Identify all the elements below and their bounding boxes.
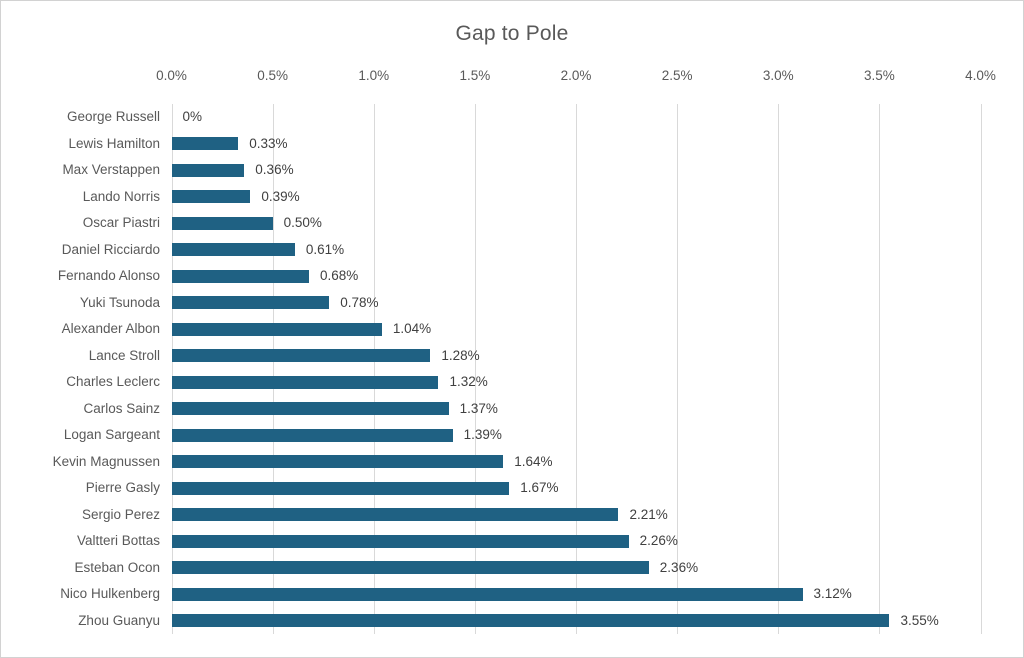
category-label: Lando Norris (82, 188, 160, 204)
x-axis-tick-label: 0.5% (257, 68, 289, 83)
gridline (272, 104, 274, 634)
bar (171, 402, 449, 416)
category-label: Charles Leclerc (66, 374, 160, 389)
value-label: 1.04% (392, 321, 432, 336)
value-label: 2.26% (639, 533, 678, 548)
bar (171, 375, 439, 389)
value-label: 2.21% (629, 506, 668, 522)
value-label: 1.37% (459, 400, 498, 416)
value-label: 0.50% (283, 215, 322, 230)
x-axis-tick-label: 0.0% (156, 68, 187, 83)
bar (171, 216, 273, 230)
bar (171, 296, 330, 310)
gridline (879, 104, 881, 634)
bar (171, 137, 239, 151)
gridline (171, 104, 173, 634)
gridline (576, 104, 577, 634)
value-label: 0.33% (249, 135, 288, 151)
value-label: 1.67% (520, 480, 559, 495)
category-label: Daniel Ricciardo (61, 241, 160, 257)
category-label: Valtteri Bottas (76, 533, 160, 548)
value-label: 0.61% (305, 241, 345, 257)
category-label: Esteban Ocon (74, 559, 160, 575)
bar (171, 428, 453, 442)
x-axis-tick-label: 4.0% (965, 68, 996, 83)
gridline (677, 104, 679, 634)
category-label: Zhou Guanyu (78, 612, 160, 628)
category-label: Fernando Alonso (57, 268, 160, 283)
x-axis-tick-label: 3.5% (863, 68, 895, 83)
value-label: 1.32% (449, 374, 488, 389)
bar (171, 243, 295, 257)
value-label: 3.55% (900, 612, 939, 628)
category-label: Pierre Gasly (85, 480, 160, 495)
x-axis-tick-label: 3.0% (762, 68, 794, 83)
category-label: Alexander Albon (61, 321, 160, 336)
bar (171, 455, 504, 469)
bar (171, 534, 629, 548)
bar (171, 322, 382, 336)
x-axis-tick-label: 1.5% (459, 68, 491, 83)
bar (171, 561, 649, 575)
category-label: Lewis Hamilton (68, 135, 160, 151)
category-label: George Russell (66, 109, 160, 124)
value-label: 0% (182, 109, 203, 124)
gridline (778, 104, 780, 634)
value-label: 1.64% (514, 453, 553, 469)
bar (171, 614, 890, 628)
bar (171, 269, 310, 283)
value-label: 3.12% (813, 586, 852, 601)
gridline (373, 104, 375, 634)
category-label: Carlos Sainz (83, 400, 160, 416)
bar (171, 190, 251, 204)
category-label: Sergio Perez (81, 506, 160, 522)
x-axis-tick-label: 1.0% (358, 68, 390, 83)
value-label: 0.39% (261, 188, 300, 204)
chart-title: Gap to Pole (455, 22, 569, 45)
x-axis-tick-label: 2.0% (560, 68, 592, 83)
bar (171, 508, 619, 522)
value-label: 1.28% (441, 347, 480, 363)
x-axis-tick-label: 2.5% (661, 68, 693, 83)
value-label: 0.68% (320, 268, 359, 283)
category-label: Kevin Magnussen (52, 453, 160, 469)
category-label: Yuki Tsunoda (79, 294, 160, 310)
category-label: Nico Hulkenberg (60, 586, 160, 601)
gridline (474, 104, 476, 634)
bar (171, 481, 510, 495)
value-label: 1.39% (463, 427, 502, 442)
category-label: Logan Sargeant (63, 427, 160, 442)
bar (171, 163, 245, 177)
bar (171, 587, 803, 601)
value-label: 0.36% (255, 162, 294, 177)
gridline (980, 104, 982, 634)
bar (171, 349, 431, 363)
category-label: Lance Stroll (88, 347, 160, 363)
category-label: Oscar Piastri (82, 215, 160, 230)
value-label: 0.78% (340, 294, 379, 310)
category-label: Max Verstappen (62, 162, 160, 177)
value-label: 2.36% (659, 559, 699, 575)
